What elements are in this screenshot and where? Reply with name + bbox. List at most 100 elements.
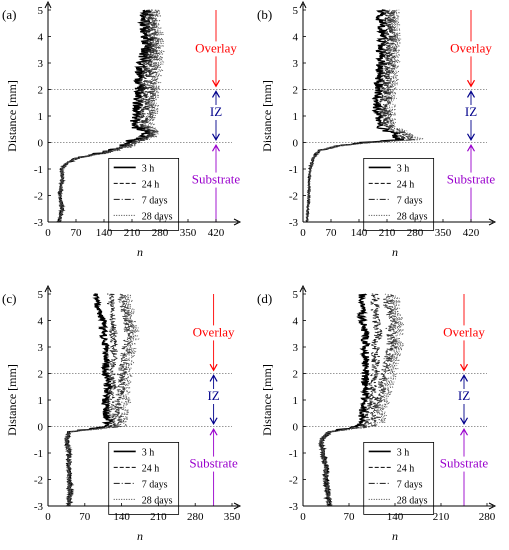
y-tick-label: 0 [38, 422, 44, 434]
overlay-label: Overlay [193, 324, 235, 339]
x-tick-label: 0 [45, 227, 51, 239]
label-background [187, 41, 245, 57]
y-tick-label: 2 [293, 85, 299, 97]
y-axis-title: Distance [mm] [260, 364, 274, 436]
y-tick-label: -3 [34, 217, 44, 229]
iz-arrow-up [211, 90, 221, 98]
y-tick-label: 4 [38, 32, 44, 44]
series-line-1 [63, 293, 115, 507]
chart-panel-4: Overlay IZ Substrate 3 h 24 h 7 days 28 days 5 4… [257, 284, 497, 543]
overlay-label: Overlay [443, 324, 485, 339]
substrate-label: Substrate [447, 172, 496, 187]
x-tick-label: 0 [300, 227, 306, 239]
y-tick-label: 0 [38, 138, 44, 150]
series-line-3 [63, 293, 134, 507]
x-tick-label: 280 [407, 227, 424, 239]
iz-arrow-up [209, 374, 218, 382]
y-axis-title: Distance [mm] [260, 80, 274, 152]
x-tick-label: 210 [433, 511, 450, 523]
substrate-arrow [211, 143, 221, 152]
series-line-3 [305, 9, 416, 223]
iz-arrow-down [209, 417, 218, 426]
y-tick-label: 2 [293, 369, 299, 381]
y-tick-label: 0 [293, 138, 299, 150]
legend-box [108, 441, 180, 515]
y-axis-title: Distance [mm] [5, 364, 19, 436]
y-tick-label: -1 [289, 164, 298, 176]
x-tick-label: 280 [152, 227, 169, 239]
y-tick-label: -2 [289, 475, 298, 487]
label-background [460, 105, 482, 120]
legend-box [363, 441, 435, 515]
y-tick-label: 4 [38, 316, 44, 328]
y-axis-arrow [44, 284, 52, 293]
x-tick-label: 210 [379, 227, 396, 239]
y-tick-label: 3 [38, 58, 44, 70]
legend-entry: 7 days [397, 479, 423, 490]
x-tick-label: 0 [300, 511, 306, 523]
x-tick-label: 350 [180, 227, 197, 239]
substrate-label: Substrate [189, 456, 238, 471]
panel-label: (a) [2, 7, 16, 22]
label-background [442, 41, 500, 57]
y-tick-label: 4 [293, 316, 299, 328]
iz-arrow-down [459, 417, 469, 426]
legend-entry: 24 h [142, 463, 160, 474]
x-tick-label: 350 [224, 511, 241, 523]
iz-label: IZ [458, 388, 470, 403]
x-axis-title: n [137, 529, 143, 543]
legend-entry: 3 h [142, 163, 155, 174]
x-tick-label: 140 [96, 227, 113, 239]
chart-panel-3: Overlay IZ Substrate 3 h 24 h 7 days 28 days 5 4… [2, 284, 246, 543]
label-background [184, 172, 248, 188]
y-tick-label: 3 [293, 58, 299, 70]
y-axis-arrow [299, 284, 307, 293]
iz-label: IZ [210, 104, 222, 119]
legend-entry: 7 days [142, 195, 168, 206]
y-tick-label: 3 [293, 342, 299, 354]
x-tick-label: 350 [435, 227, 452, 239]
x-tick-label: 140 [351, 227, 368, 239]
y-tick-label: -1 [34, 164, 43, 176]
iz-arrow-down [211, 133, 221, 142]
y-tick-label: 1 [38, 111, 44, 123]
y-tick-label: 1 [38, 395, 44, 407]
y-tick-label: -3 [34, 501, 44, 513]
y-axis-title: Distance [mm] [5, 80, 19, 152]
legend-entry: 24 h [397, 463, 415, 474]
overlay-arrow [211, 79, 221, 88]
label-background [432, 456, 496, 472]
label-background [181, 456, 246, 472]
label-background [453, 389, 475, 404]
x-axis-arrow [488, 502, 497, 510]
x-tick-label: 210 [124, 227, 141, 239]
x-tick-label: 140 [113, 511, 130, 523]
legend-entry: 7 days [142, 479, 168, 490]
x-tick-label: 70 [79, 511, 91, 523]
y-tick-label: 5 [38, 289, 44, 301]
y-tick-label: 2 [38, 85, 44, 97]
legend-entry: 28 days [142, 495, 173, 506]
substrate-arrow [466, 143, 476, 152]
y-tick-label: -2 [34, 475, 43, 487]
iz-label: IZ [207, 388, 219, 403]
overlay-arrow [209, 363, 218, 372]
label-background [205, 105, 227, 120]
chart-panel-2: Overlay IZ Substrate 3 h 24 h 7 days 28 days 5 4… [257, 0, 503, 259]
series-line-4 [57, 9, 166, 222]
y-tick-label: -3 [289, 501, 299, 513]
label-background [202, 389, 225, 404]
y-tick-label: 5 [38, 5, 44, 17]
x-axis-title: n [137, 245, 143, 259]
chart-panel-1: Overlay IZ Substrate 3 h 24 h 7 days 28 days 5 4… [2, 0, 248, 259]
y-tick-label: -2 [34, 191, 43, 203]
y-tick-label: 5 [293, 5, 299, 17]
overlay-label: Overlay [450, 40, 492, 55]
iz-arrow-down [466, 133, 476, 142]
series-line-4 [318, 293, 405, 507]
x-tick-label: 280 [479, 511, 496, 523]
x-axis-arrow [233, 502, 242, 510]
y-tick-label: 1 [293, 395, 299, 407]
y-tick-label: 1 [293, 111, 299, 123]
panel-label: (c) [2, 291, 16, 306]
